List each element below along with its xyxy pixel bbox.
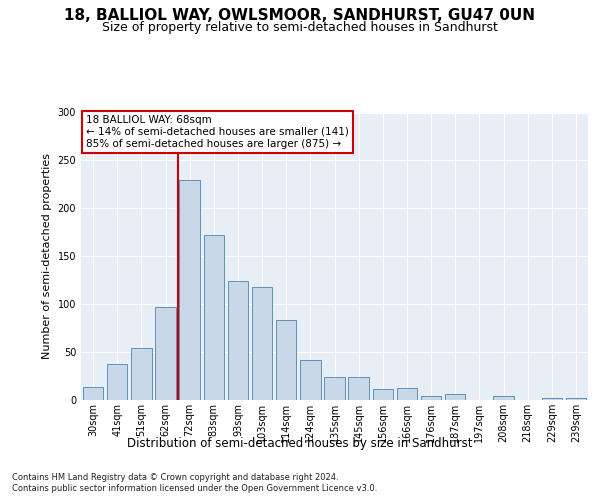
Bar — [155, 307, 176, 400]
Bar — [397, 388, 417, 400]
Bar — [203, 235, 224, 400]
Bar — [83, 386, 103, 400]
Text: Distribution of semi-detached houses by size in Sandhurst: Distribution of semi-detached houses by … — [127, 438, 473, 450]
Text: Size of property relative to semi-detached houses in Sandhurst: Size of property relative to semi-detach… — [102, 21, 498, 34]
Y-axis label: Number of semi-detached properties: Number of semi-detached properties — [42, 153, 52, 359]
Bar — [300, 360, 320, 400]
Text: 18, BALLIOL WAY, OWLSMOOR, SANDHURST, GU47 0UN: 18, BALLIOL WAY, OWLSMOOR, SANDHURST, GU… — [65, 8, 536, 22]
Bar — [421, 396, 442, 400]
Text: Contains HM Land Registry data © Crown copyright and database right 2024.: Contains HM Land Registry data © Crown c… — [12, 472, 338, 482]
Bar — [542, 398, 562, 400]
Text: Contains public sector information licensed under the Open Government Licence v3: Contains public sector information licen… — [12, 484, 377, 493]
Bar — [373, 390, 393, 400]
Bar — [107, 364, 127, 400]
Bar — [349, 377, 369, 400]
Bar — [445, 394, 466, 400]
Bar — [131, 348, 152, 400]
Bar — [324, 377, 345, 400]
Bar — [227, 281, 248, 400]
Bar — [566, 398, 586, 400]
Bar — [276, 320, 296, 400]
Text: 18 BALLIOL WAY: 68sqm
← 14% of semi-detached houses are smaller (141)
85% of sem: 18 BALLIOL WAY: 68sqm ← 14% of semi-deta… — [86, 116, 349, 148]
Bar — [252, 287, 272, 400]
Bar — [493, 396, 514, 400]
Bar — [179, 180, 200, 400]
